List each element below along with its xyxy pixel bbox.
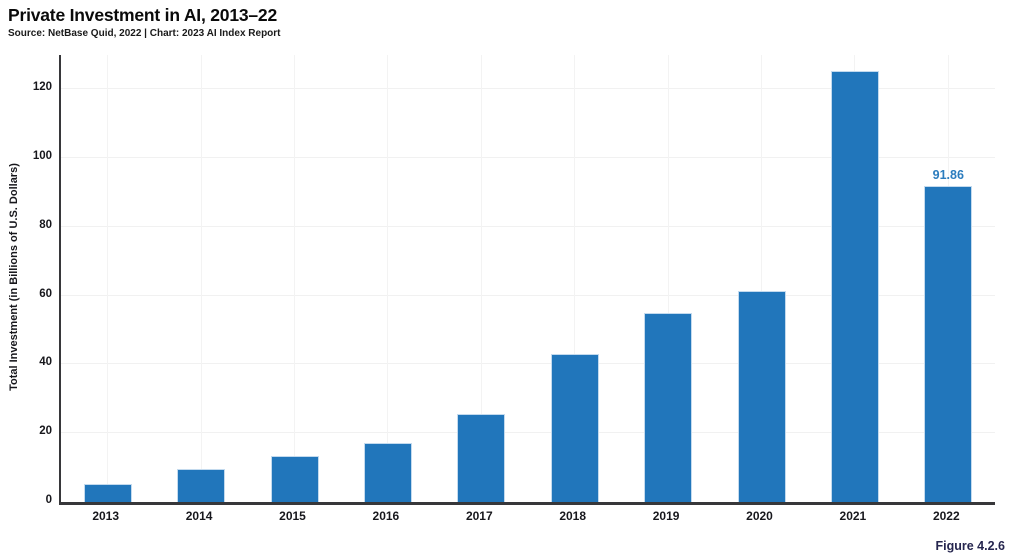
bar-value-label-2022: 91.86 xyxy=(932,168,964,183)
x-tick-label-2020: 2020 xyxy=(746,509,773,523)
x-tick-label-2022: 2022 xyxy=(932,509,960,523)
gridline-y-60 xyxy=(61,294,995,296)
gridline-x-2013 xyxy=(107,55,109,502)
gridline-y-80 xyxy=(61,225,995,227)
x-tick-label-2013: 2013 xyxy=(92,509,120,523)
x-tick-label-2015: 2015 xyxy=(279,509,306,523)
bar-2020 xyxy=(737,290,786,502)
y-tick-label-40: 40 xyxy=(39,356,52,369)
x-tick-label-2018: 2018 xyxy=(559,509,587,523)
gridline-y-40 xyxy=(61,363,995,365)
plot-area: 91.86 xyxy=(59,55,995,505)
bar-2014 xyxy=(177,468,226,502)
bar-2018 xyxy=(550,353,599,502)
bar-2013 xyxy=(83,483,132,502)
gridline-x-2020 xyxy=(761,55,762,502)
x-tick-label-2021: 2021 xyxy=(839,509,867,523)
gridline-y-20 xyxy=(61,432,995,434)
bar-2016 xyxy=(363,442,412,502)
x-tick-label-2019: 2019 xyxy=(652,509,680,523)
x-tick-label-2017: 2017 xyxy=(465,509,493,523)
y-tick-label-120: 120 xyxy=(32,81,52,94)
gridline-x-2014 xyxy=(200,55,202,502)
bar-2019 xyxy=(644,312,693,502)
chart-title: Private Investment in AI, 2013–22 xyxy=(8,5,277,25)
gridline-x-2016 xyxy=(387,55,389,502)
chart-source: Source: NetBase Quid, 2022 | Chart: 2023… xyxy=(8,28,281,39)
figure-number: Figure 4.2.6 xyxy=(935,539,1005,553)
gridline-x-2019 xyxy=(667,55,669,502)
gridline-y-120 xyxy=(61,88,995,90)
gridline-x-2015 xyxy=(294,55,295,502)
gridline-x-2018 xyxy=(574,55,576,502)
gridline-y-100 xyxy=(61,157,995,159)
y-tick-label-100: 100 xyxy=(32,150,52,163)
y-tick-label-0: 0 xyxy=(45,494,52,506)
bar-2015 xyxy=(270,455,319,502)
x-tick-label-2014: 2014 xyxy=(185,509,213,523)
y-tick-label-80: 80 xyxy=(39,218,52,231)
y-tick-label-20: 20 xyxy=(39,425,52,438)
bar-2021 xyxy=(830,70,879,502)
bar-2017 xyxy=(457,414,506,502)
y-tick-label-60: 60 xyxy=(39,287,52,300)
x-tick-label-2016: 2016 xyxy=(372,509,400,523)
gridline-x-2017 xyxy=(480,55,482,502)
bar-2022 xyxy=(924,186,973,502)
